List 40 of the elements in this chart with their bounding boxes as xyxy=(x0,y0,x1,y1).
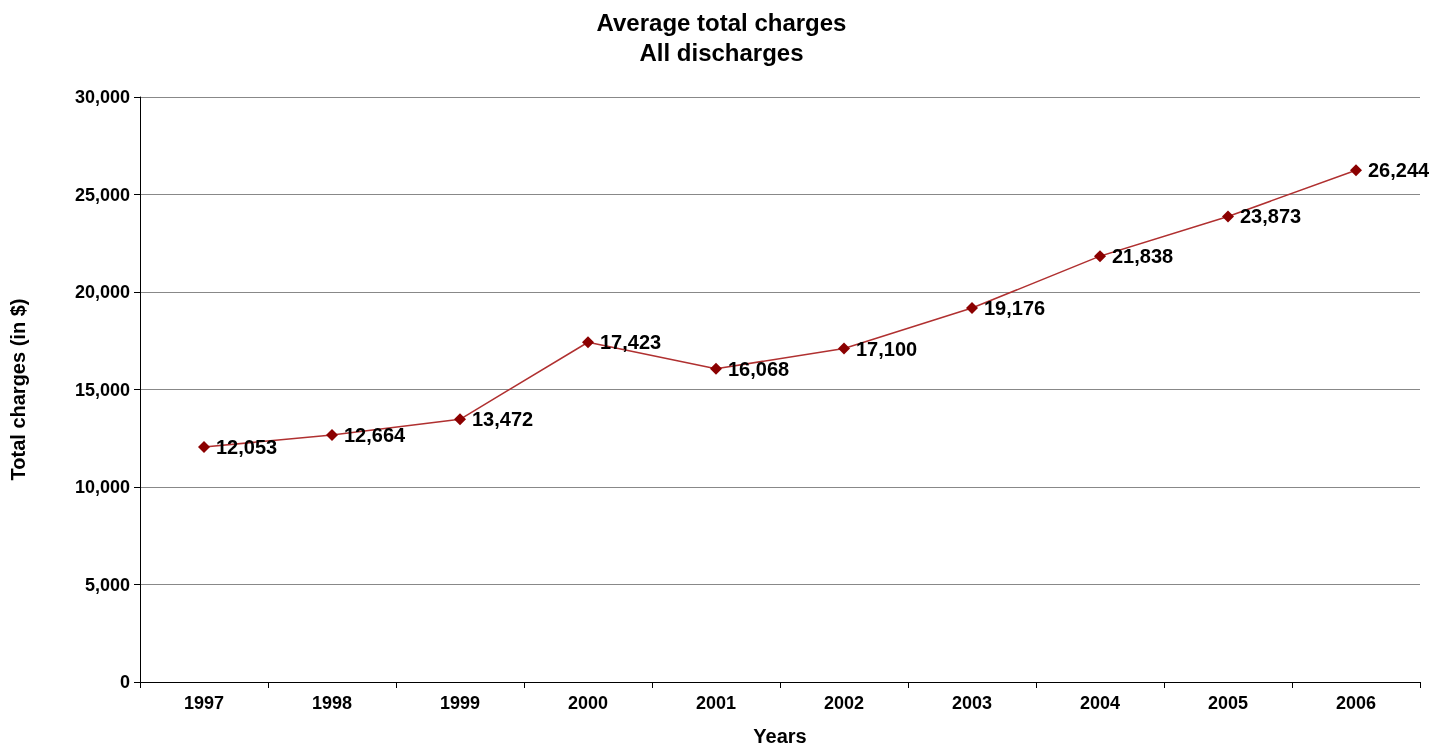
point xyxy=(198,440,210,453)
point xyxy=(838,342,850,355)
point xyxy=(1222,210,1234,223)
data-label: 16,068 xyxy=(728,357,790,380)
data-label: 17,100 xyxy=(856,337,918,360)
data-label: 26,244 xyxy=(1368,159,1431,182)
y-tick-label: 0 xyxy=(119,672,130,692)
point xyxy=(1350,164,1362,177)
point xyxy=(326,429,338,442)
y-tick-label: 10,000 xyxy=(74,477,130,497)
x-tick-label: 2000 xyxy=(567,693,609,713)
x-tick-label: 2005 xyxy=(1207,693,1249,713)
point xyxy=(710,362,722,375)
y-tick-label: 25,000 xyxy=(74,184,130,205)
data-label: 17,423 xyxy=(600,331,662,354)
point xyxy=(1094,250,1106,263)
y-tick-label: 30,000 xyxy=(74,87,130,107)
x-tick-label: 2001 xyxy=(695,693,737,713)
x-tick-label: 1999 xyxy=(439,693,481,713)
data-label: 23,873 xyxy=(1240,205,1302,228)
point xyxy=(454,413,466,426)
x-tick-label: 2002 xyxy=(823,693,865,713)
chart-subtitle: All discharges xyxy=(639,38,804,66)
chart-title: Average total charges xyxy=(596,8,847,36)
x-tick-label: 2006 xyxy=(1335,693,1377,713)
y-tick-label: 5,000 xyxy=(84,574,130,595)
x-tick-label: 1998 xyxy=(311,693,353,713)
x-tick-label: 2004 xyxy=(1079,693,1121,713)
y-tick-label: 15,000 xyxy=(74,379,130,400)
point xyxy=(966,302,978,315)
y-axis-title: Total charges (in $) xyxy=(7,298,29,481)
point xyxy=(582,336,594,349)
y-tick-label: 20,000 xyxy=(74,282,130,302)
x-tick-label: 1997 xyxy=(183,693,225,713)
data-label: 12,664 xyxy=(344,424,407,447)
x-tick-label: 2003 xyxy=(951,693,993,713)
data-label: 13,472 xyxy=(472,408,534,431)
data-label: 21,838 xyxy=(1112,245,1174,268)
data-label: 19,176 xyxy=(984,297,1046,320)
x-axis-title: Years xyxy=(753,725,807,747)
